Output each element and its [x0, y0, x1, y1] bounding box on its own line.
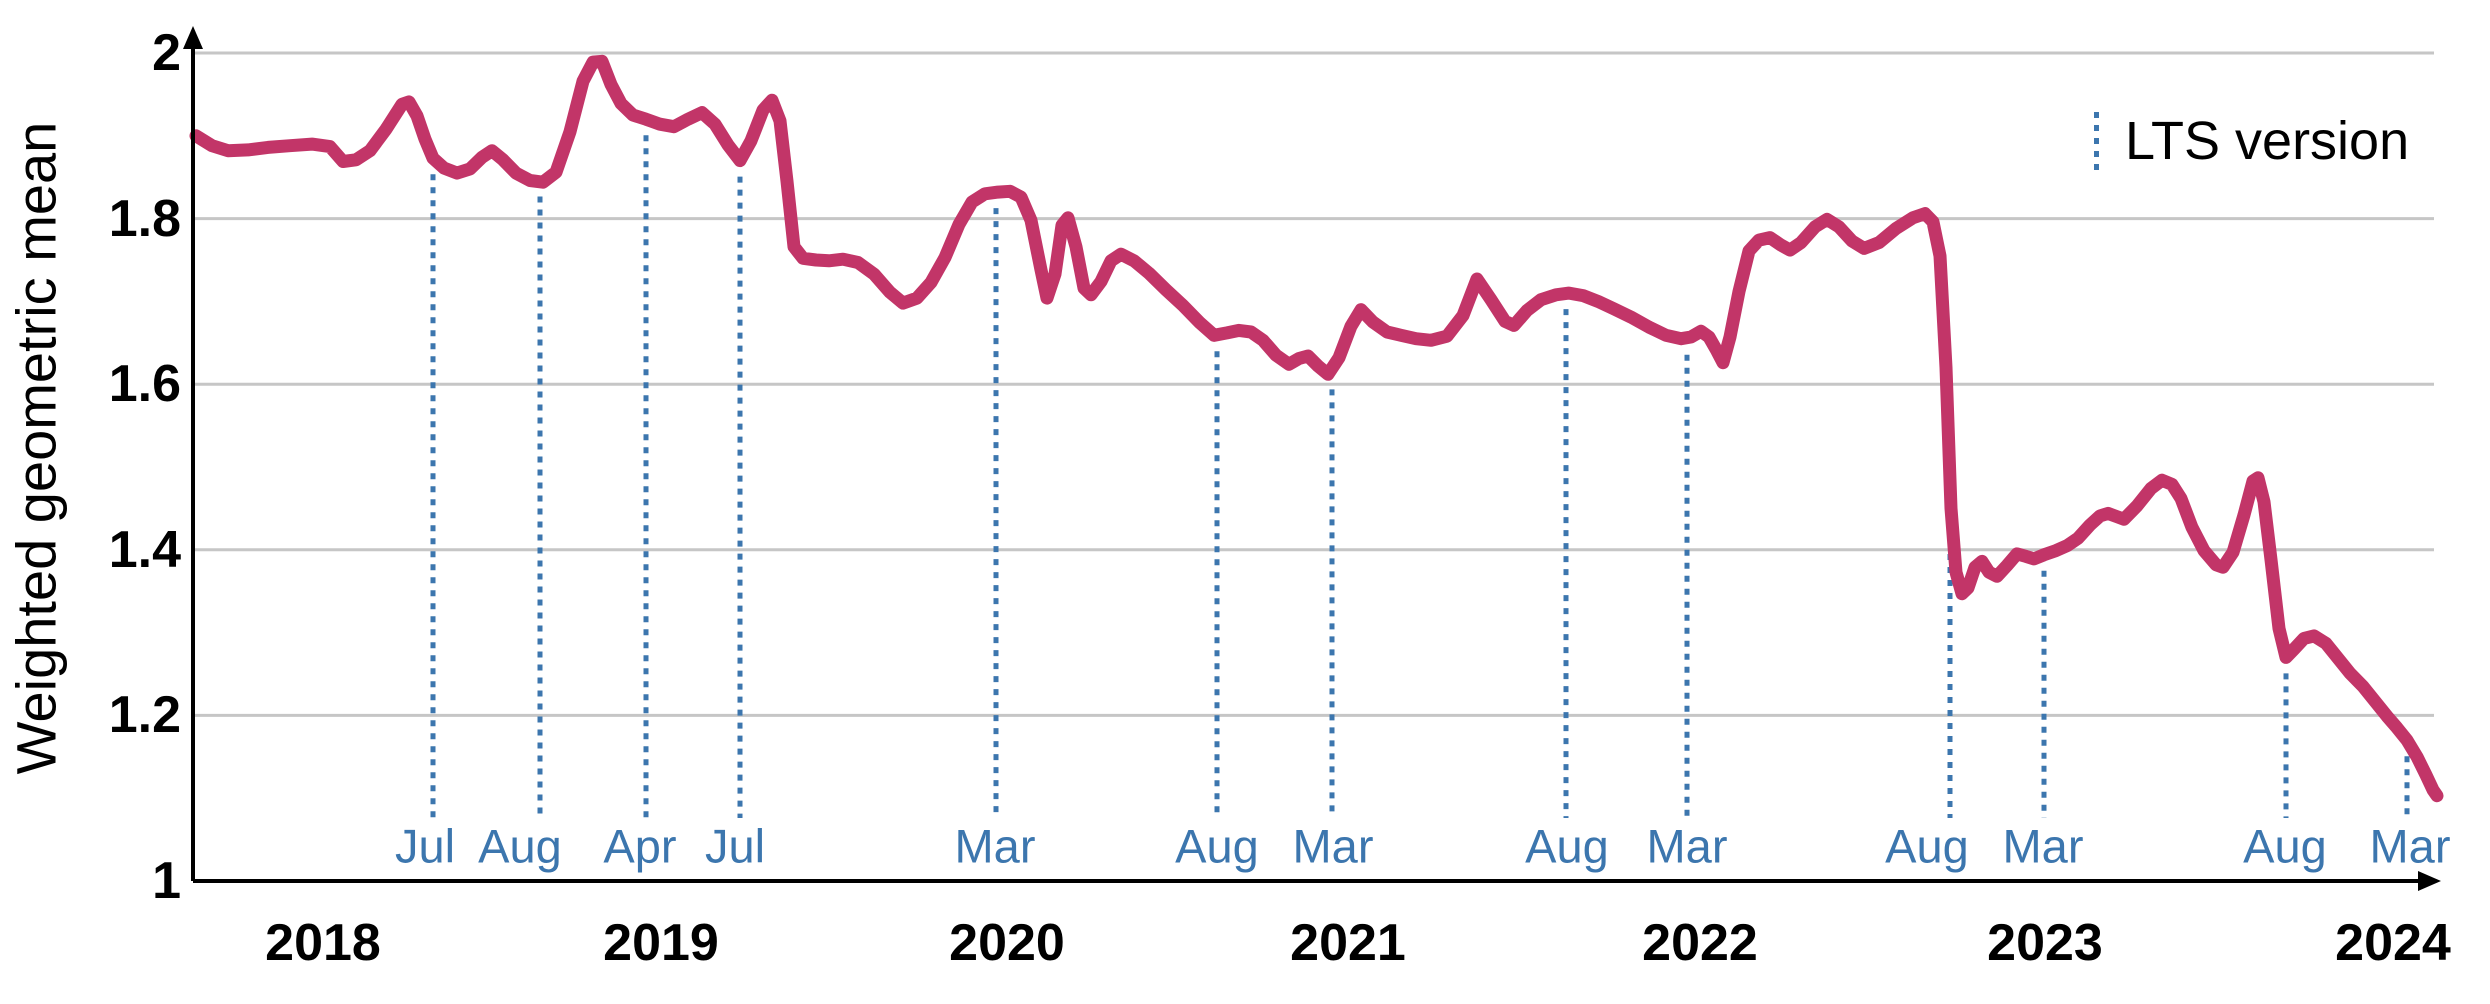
lts-month-label: Aug: [478, 819, 562, 873]
lts-month-label: Mar: [1646, 819, 1728, 873]
lts-month-label: Mar: [2369, 819, 2451, 873]
y-tick-label: 1: [152, 852, 181, 910]
lts-month-label: Mar: [954, 819, 1036, 873]
y-tick-label: 1.2: [108, 686, 181, 744]
lts-month-label: Mar: [2002, 819, 2084, 873]
lts-month-label: Jul: [704, 819, 766, 873]
x-axis-arrow: [2418, 871, 2441, 891]
y-tick-label: 1.4: [108, 521, 181, 579]
lts-month-label: Jul: [394, 819, 456, 873]
x-year-label: 2019: [603, 914, 719, 972]
legend-label: LTS version: [2125, 111, 2410, 171]
y-tick-label: 2: [152, 24, 181, 82]
y-axis-arrow: [183, 26, 203, 49]
y-tick-label: 1.6: [108, 355, 181, 413]
lts-month-label: Aug: [1175, 819, 1259, 873]
series-line: [189, 54, 2444, 803]
lts-month-label: Mar: [1292, 819, 1374, 873]
lts-month-label: Aug: [1525, 819, 1609, 873]
x-year-label: 2022: [1642, 914, 1758, 972]
lts-dotted-line-icon: [2094, 112, 2099, 170]
y-tick-label: 1.8: [108, 190, 181, 248]
lts-month-label: Aug: [2243, 819, 2327, 873]
x-year-label: 2021: [1290, 914, 1406, 972]
x-year-label: 2018: [265, 914, 381, 972]
x-year-label: 2023: [1987, 914, 2103, 972]
legend: LTS version: [2094, 112, 2409, 170]
lts-month-label: Apr: [603, 819, 677, 873]
lts-month-label: Aug: [1885, 819, 1969, 873]
y-axis-title: Weighted geometric mean: [4, 121, 68, 775]
x-year-label: 2024: [2335, 914, 2451, 972]
x-year-label: 2020: [949, 914, 1065, 972]
